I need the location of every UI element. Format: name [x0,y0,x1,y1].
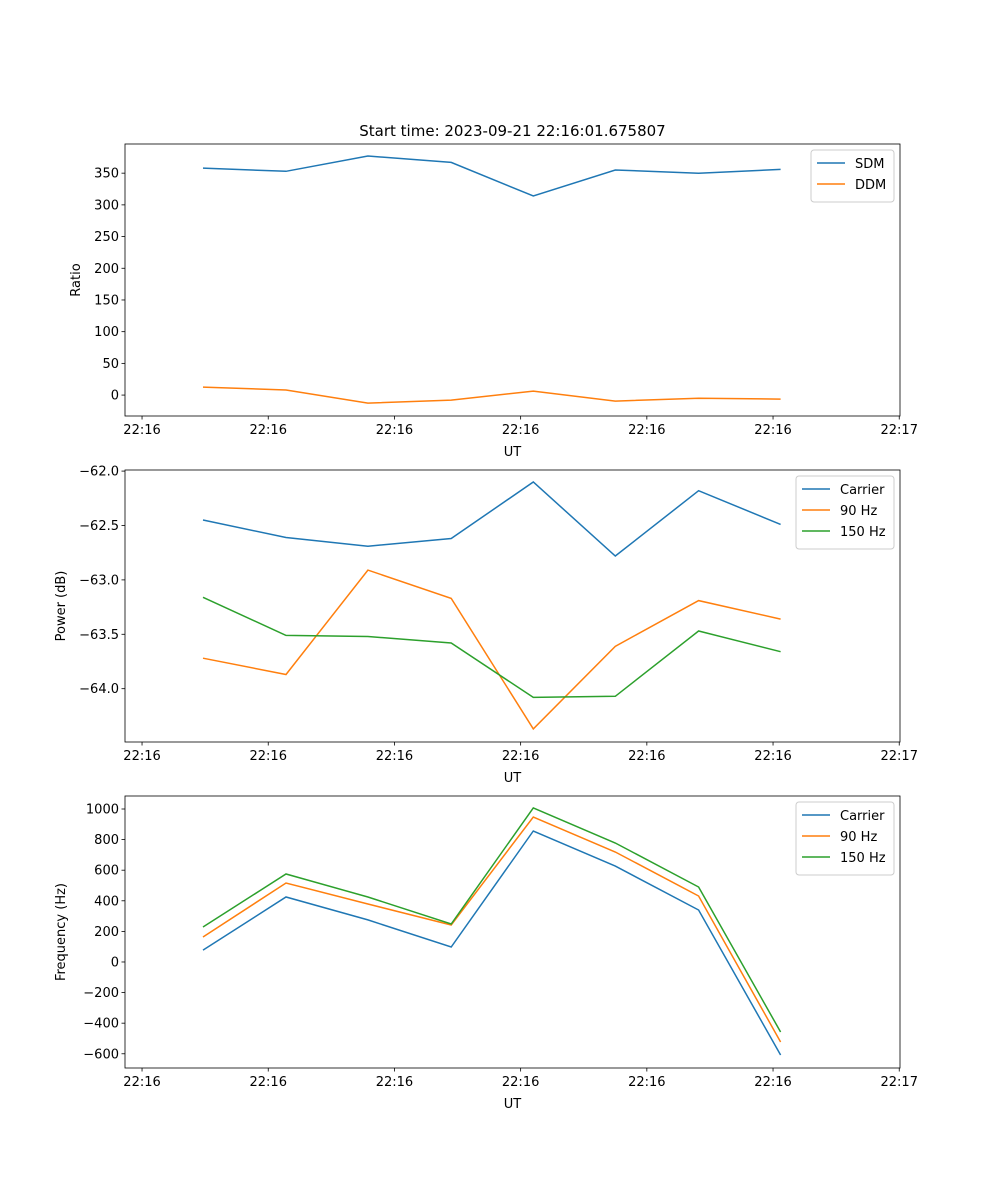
y-tick-label: 800 [94,833,119,848]
series-line-carrier [202,481,781,557]
y-tick-label: −63.5 [79,628,119,643]
y-tick-label: 0 [111,389,119,404]
series-line-carrier [202,830,782,1056]
y-tick-label: −63.0 [79,573,119,588]
x-tick-label: 22:16 [502,1075,539,1090]
x-tick-label: 22:16 [628,749,665,764]
chart-title: Start time: 2023-09-21 22:16:01.675807 [359,122,665,140]
series-line-sdm [202,155,781,197]
series-line-150-hz [202,596,781,699]
legend-label: 90 Hz [840,830,877,845]
axes-frame [124,143,901,417]
x-tick-label: 22:16 [754,749,791,764]
legend-label: DDM [855,178,886,193]
y-tick-label: 600 [94,864,119,879]
x-axis-label: UT [504,445,522,460]
y-tick-label: −400 [83,1017,119,1032]
series-line-150-hz [202,806,782,1033]
y-tick-label: 100 [94,325,119,340]
legend: Carrier 90 Hz 150 Hz [795,475,895,550]
subplot-2: 22:16 22:16 22:16 22:16 22:16 22:16 22:17 −64.0… [54,465,918,786]
y-axis-label: Power (dB) [54,571,69,642]
x-tick-label: 22:16 [376,423,413,438]
x-axis-label: UT [504,771,522,786]
x-tick-label: 22:16 [123,423,160,438]
series-line-90-hz [202,816,782,1043]
y-tick-label: 150 [94,293,119,308]
axes-frame [124,795,901,1069]
legend-label: Carrier [840,483,885,498]
y-tick-label: 300 [94,198,119,213]
series-line-ddm [202,386,781,404]
x-axis-label: UT [504,1097,522,1112]
y-axis-label: Frequency (Hz) [54,883,69,981]
x-tick-label: 22:16 [250,1075,287,1090]
y-tick-label: −200 [83,986,119,1001]
series-line-90-hz [202,569,781,731]
x-tick-label: 22:17 [881,749,918,764]
y-tick-label: 200 [94,925,119,940]
y-tick-label: 200 [94,262,119,277]
y-tick-label: 0 [111,955,119,970]
legend-label: SDM [855,157,884,172]
legend-label: Carrier [840,809,885,824]
x-tick-label: 22:16 [628,1075,665,1090]
subplot-1: 22:16 22:16 22:16 22:16 22:16 22:16 22:17 0 50 10… [69,122,918,460]
y-tick-label: 400 [94,894,119,909]
x-tick-label: 22:16 [754,1075,791,1090]
x-tick-label: 22:17 [881,423,918,438]
y-tick-label: 1000 [86,803,119,818]
x-tick-label: 22:16 [502,423,539,438]
x-tick-label: 22:16 [376,749,413,764]
x-tick-label: 22:16 [250,749,287,764]
subplot-3: 22:16 22:16 22:16 22:16 22:16 22:16 22:17 −600 −… [54,795,918,1112]
x-tick-label: 22:16 [123,749,160,764]
legend-label: 90 Hz [840,504,877,519]
y-tick-label: 350 [94,167,119,182]
x-tick-label: 22:16 [376,1075,413,1090]
y-tick-label: −64.0 [79,682,119,697]
x-tick-label: 22:16 [502,749,539,764]
x-tick-label: 22:16 [628,423,665,438]
legend: Carrier 90 Hz 150 Hz [795,801,895,876]
y-tick-label: −62.0 [79,465,119,480]
y-tick-label: −600 [83,1047,119,1062]
y-axis-label: Ratio [69,263,84,296]
x-tick-label: 22:16 [123,1075,160,1090]
y-tick-label: 50 [102,357,119,372]
legend-label: 150 Hz [840,525,886,540]
x-tick-label: 22:17 [881,1075,918,1090]
axes-frame [124,469,901,743]
x-tick-label: 22:16 [250,423,287,438]
y-tick-label: 250 [94,230,119,245]
legend-label: 150 Hz [840,851,886,866]
y-tick-label: −62.5 [79,519,119,534]
legend: SDM DDM [810,149,895,203]
x-tick-label: 22:16 [754,423,791,438]
